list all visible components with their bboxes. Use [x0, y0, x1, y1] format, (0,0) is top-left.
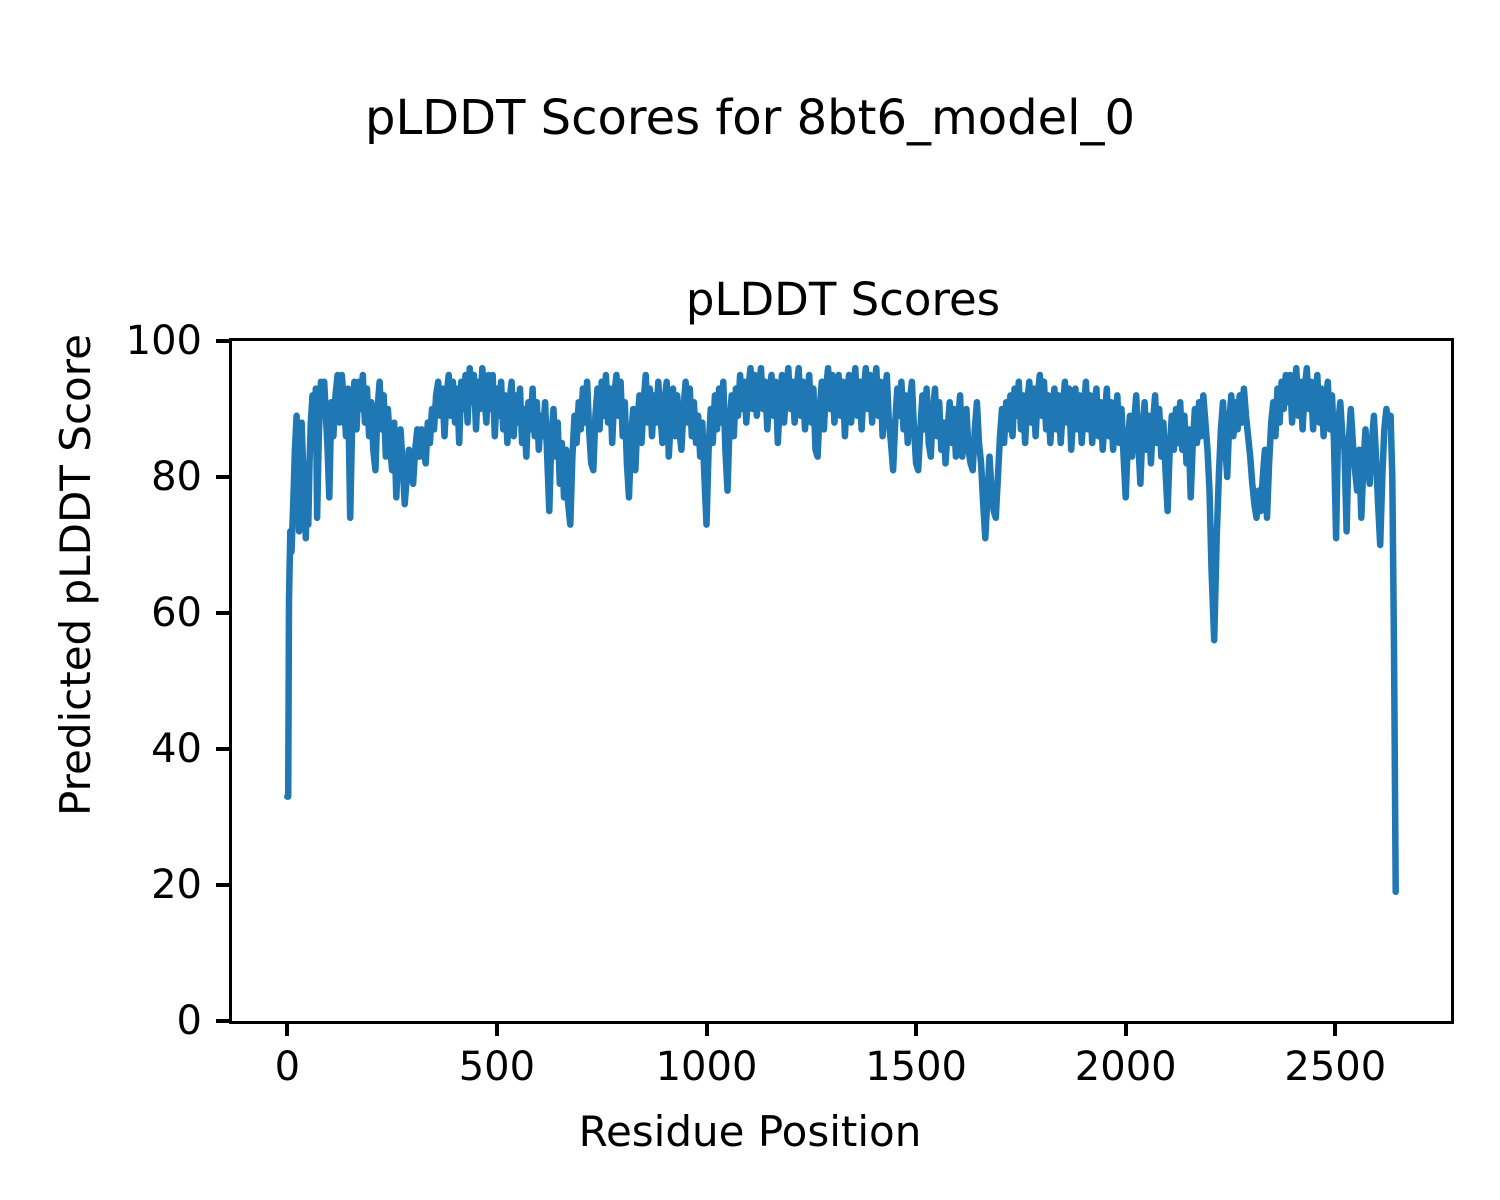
y-tick-mark	[216, 611, 229, 615]
x-axis-label: Residue Position	[578, 1107, 922, 1156]
y-tick-mark	[216, 747, 229, 751]
y-tick-label: 100	[125, 318, 202, 364]
x-tick-label: 2500	[1284, 1044, 1387, 1090]
x-tick-label: 500	[458, 1044, 536, 1090]
y-tick-mark	[216, 883, 229, 887]
axes-title: pLDDT Scores	[685, 273, 1001, 326]
x-tick-label: 1500	[865, 1044, 967, 1090]
y-tick-mark	[216, 475, 229, 479]
y-tick-label: 20	[151, 862, 202, 908]
y-tick-label: 60	[151, 590, 202, 636]
y-tick-mark	[216, 1019, 229, 1023]
x-tick-label: 2000	[1074, 1044, 1177, 1090]
plddt-line	[284, 364, 1399, 896]
x-tick-mark	[285, 1024, 290, 1036]
x-tick-mark	[914, 1024, 919, 1036]
y-tick-label: 40	[151, 726, 202, 772]
plot-line-svg	[284, 364, 1399, 896]
y-axis-label: Predicted pLDDT Score	[51, 334, 100, 816]
x-tick-mark	[494, 1024, 499, 1036]
y-tick-label: 80	[151, 454, 202, 500]
plot-area	[229, 338, 1454, 1024]
x-tick-label: 0	[274, 1044, 301, 1090]
x-tick-mark	[1123, 1024, 1128, 1036]
x-tick-mark	[704, 1024, 709, 1036]
figure-title: pLDDT Scores for 8bt6_model_0	[364, 90, 1136, 146]
x-tick-label: 1000	[655, 1044, 758, 1090]
x-tick-mark	[1333, 1024, 1338, 1036]
y-tick-mark	[216, 339, 229, 343]
y-tick-label: 0	[176, 998, 202, 1044]
